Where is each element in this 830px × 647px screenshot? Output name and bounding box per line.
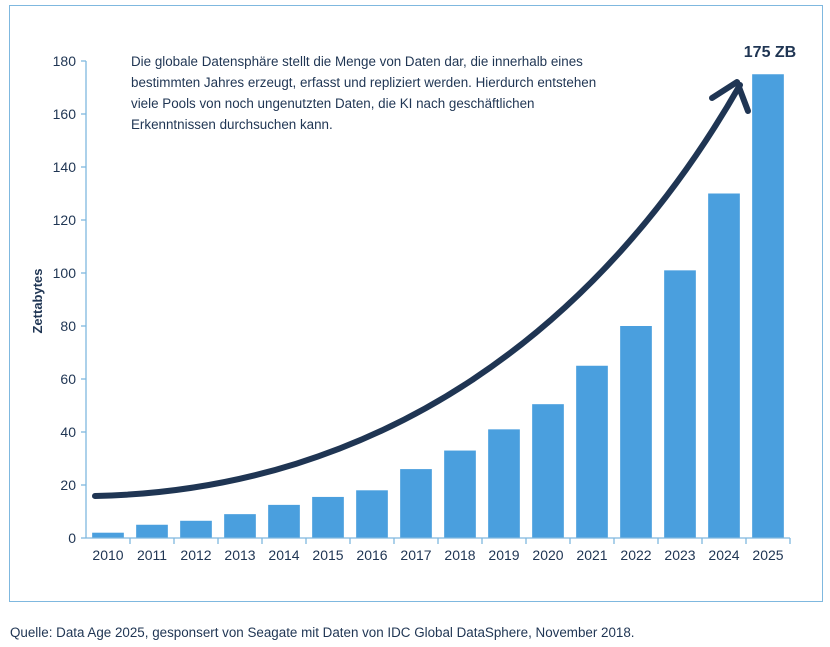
- x-tick-label: 2021: [576, 547, 607, 563]
- y-tick-label: 120: [53, 212, 77, 228]
- bar-2017: [400, 469, 432, 538]
- x-tick-label: 2010: [92, 547, 123, 563]
- y-axis: 0 20 40 60 80 100 120 140 160 180: [53, 53, 87, 546]
- x-tick-label: 2017: [400, 547, 431, 563]
- source-note: Quelle: Data Age 2025, gesponsert von Se…: [10, 625, 635, 640]
- x-tick-label: 2015: [312, 547, 343, 563]
- bar-2024: [708, 193, 740, 538]
- x-axis: 2010 2011 2012 2013 2014 2015 2016 2017 2018 2019…: [86, 537, 791, 563]
- bar-2010: [92, 532, 124, 538]
- y-tick-label: 0: [68, 530, 76, 546]
- trend-arrow-head: [709, 79, 751, 114]
- trend-arrow: [92, 82, 743, 499]
- x-tick-label: 2011: [137, 547, 167, 563]
- y-tick-label: 180: [53, 53, 77, 69]
- y-tick-label: 40: [60, 424, 76, 440]
- bar-2018: [444, 450, 476, 538]
- x-tick-label: 2018: [444, 547, 475, 563]
- x-tick-label: 2012: [180, 547, 211, 563]
- y-tick-label: 60: [60, 371, 76, 387]
- bar-2016: [356, 490, 388, 538]
- y-tick-label: 160: [53, 106, 77, 122]
- x-tick-label: 2023: [664, 547, 695, 563]
- bars-group: [92, 74, 784, 538]
- x-tick-label: 2013: [224, 547, 255, 563]
- chart-frame: [9, 5, 823, 602]
- bar-2019: [488, 429, 520, 538]
- bar-2020: [532, 404, 564, 538]
- x-tick-label: 2019: [488, 547, 519, 563]
- x-tick-label: 2016: [356, 547, 387, 563]
- x-tick-label: 2024: [708, 547, 739, 563]
- x-tick-label: 2022: [620, 547, 651, 563]
- x-tick-label: 2020: [532, 547, 563, 563]
- bar-2013: [224, 514, 256, 538]
- callout-label: 175 ZB: [744, 44, 796, 61]
- bar-2011: [136, 524, 168, 538]
- y-tick-label: 20: [60, 477, 76, 493]
- annotation-text: Die globale Datensphäre stellt die Menge…: [131, 54, 597, 132]
- bar-2015: [312, 496, 344, 538]
- y-tick-label: 80: [60, 318, 76, 334]
- bar-2025: [752, 74, 784, 538]
- y-axis-title: Zettabytes: [30, 268, 45, 333]
- x-tick-label: 2014: [268, 547, 299, 563]
- bar-2023: [664, 270, 696, 538]
- x-tick-label: 2025: [752, 547, 783, 563]
- y-tick-label: 100: [53, 265, 77, 281]
- bar-2022: [620, 326, 652, 538]
- bar-2021: [576, 365, 608, 538]
- y-tick-label: 140: [53, 159, 77, 175]
- bar-2012: [180, 520, 212, 538]
- bar-2014: [268, 504, 300, 538]
